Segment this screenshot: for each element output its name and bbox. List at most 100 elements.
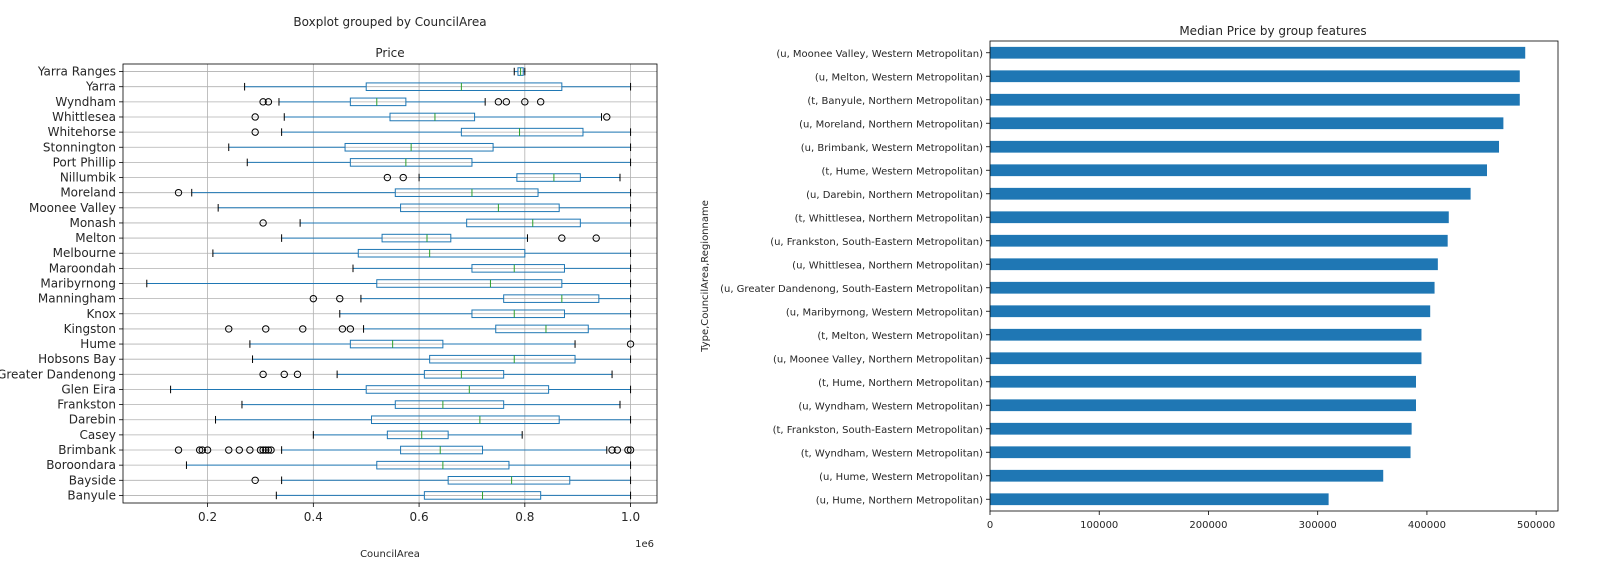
boxplot-y-tick-label: Casey xyxy=(80,428,116,442)
box-wyndham xyxy=(259,97,545,107)
box-flier xyxy=(174,446,183,454)
boxplot-y-tick-label: Whitehorse xyxy=(48,125,116,139)
box-flier xyxy=(262,325,270,333)
box-iqr xyxy=(386,430,449,440)
bar-t-frankston-south-eastern-metropolitan xyxy=(990,422,1412,435)
box-maribyrnong xyxy=(146,279,632,288)
box-flier xyxy=(259,370,267,379)
box-iqr xyxy=(394,188,539,197)
box-kingston xyxy=(225,324,632,334)
box-flier xyxy=(259,98,267,106)
boxplot-y-tick-label: Hobsons Bay xyxy=(38,352,116,366)
box-flier xyxy=(603,113,611,121)
bar-chart-bars xyxy=(990,46,1526,506)
boxplot-x-tick-label: 0.6 xyxy=(410,510,429,524)
boxplot-offset-label: 1e6 xyxy=(635,539,654,550)
box-iqr xyxy=(381,233,452,243)
bar-t-banyule-northern-metropolitan xyxy=(990,93,1520,106)
box-flier xyxy=(383,173,392,182)
box-flier xyxy=(280,370,288,379)
boxplot-y-tick-label: Banyule xyxy=(67,488,116,502)
boxplot-y-tick-label: Kingston xyxy=(64,322,116,336)
boxplot-chart: Boxplot grouped by CouncilArea Price Ban… xyxy=(0,15,658,560)
box-iqr xyxy=(376,279,563,288)
box-flier xyxy=(174,188,183,197)
box-hobsons-bay xyxy=(252,354,632,364)
bar-t-wyndham-western-metropolitan xyxy=(990,446,1411,459)
box-flier xyxy=(624,446,632,454)
box-flier xyxy=(346,325,355,333)
box-flier xyxy=(264,446,273,454)
box-flier xyxy=(494,98,503,106)
box-melbourne xyxy=(212,248,632,258)
boxplot-y-tick-label: Moonee Valley xyxy=(29,201,116,215)
box-whittlesea xyxy=(251,112,611,122)
box-yarra-ranges xyxy=(513,67,526,76)
box-iqr xyxy=(394,400,505,409)
box-darebin xyxy=(215,415,632,425)
box-flier xyxy=(592,234,600,242)
box-iqr xyxy=(471,309,565,319)
box-flier xyxy=(251,128,259,136)
bar-t-whittlesea-northern-metropolitan xyxy=(990,211,1449,224)
boxplot-y-tick-label: Stonnington xyxy=(43,140,116,154)
bar-y-tick-label: (u, Moonee Valley, Northern Metropolitan… xyxy=(773,354,983,365)
bar-u-whittlesea-northern-metropolitan xyxy=(990,258,1438,271)
box-flier xyxy=(259,219,267,227)
box-glen-eira xyxy=(170,385,632,394)
box-bayside xyxy=(251,476,632,485)
box-flier xyxy=(336,294,344,303)
box-flier xyxy=(521,98,529,106)
bar-y-tick-label: (u, Moreland, Northern Metropolitan) xyxy=(799,119,983,130)
box-greater-dandenong xyxy=(259,370,613,379)
box-boroondara xyxy=(185,460,632,470)
bar-u-greater-dandenong-south-eastern-metropolitan xyxy=(990,281,1435,294)
box-iqr xyxy=(429,354,576,364)
bar-chart-title: Median Price by group features xyxy=(1179,24,1366,38)
bar-y-tick-label: (u, Whittlesea, Northern Metropolitan) xyxy=(792,260,983,271)
bar-u-melton-western-metropolitan xyxy=(990,70,1520,83)
boxplot-y-tick-label: Knox xyxy=(86,307,116,321)
bar-u-brimbank-western-metropolitan xyxy=(990,140,1500,153)
box-iqr xyxy=(365,385,550,394)
box-flier xyxy=(299,325,307,333)
box-flier xyxy=(225,446,233,454)
box-flier xyxy=(558,234,566,242)
bar-y-tick-label: (u, Darebin, Northern Metropolitan) xyxy=(806,190,983,201)
box-flier xyxy=(536,98,545,106)
box-flier xyxy=(251,113,259,121)
bar-chart-y-ticks: (u, Moonee Valley, Western Metropolitan)… xyxy=(720,49,990,506)
bar-t-melton-western-metropolitan xyxy=(990,328,1422,341)
box-monash xyxy=(259,218,632,228)
bar-x-tick-label: 200000 xyxy=(1189,520,1227,531)
box-moonee-valley xyxy=(217,203,632,213)
boxplot-y-tick-label: Melton xyxy=(75,231,116,245)
bar-y-tick-label: (u, Brimbank, Western Metropolitan) xyxy=(801,143,983,154)
box-flier xyxy=(259,446,267,454)
box-iqr xyxy=(400,203,560,213)
box-stonnington xyxy=(228,142,632,152)
boxplot-y-tick-label: Yarra Ranges xyxy=(37,65,116,79)
bar-y-tick-label: (t, Whittlesea, Northern Metropolitan) xyxy=(795,213,983,224)
box-flier xyxy=(338,325,347,333)
boxplot-y-tick-label: Frankston xyxy=(57,398,116,412)
boxplot-x-tick-label: 0.4 xyxy=(304,510,323,524)
box-knox xyxy=(339,309,632,319)
bar-y-tick-label: (u, Greater Dandenong, South-Eastern Met… xyxy=(720,284,983,295)
boxplot-x-tick-label: 1.0 xyxy=(621,510,640,524)
boxplot-y-tick-label: Monash xyxy=(69,216,116,230)
box-flier xyxy=(235,446,244,454)
bar-y-tick-label: (t, Hume, Northern Metropolitan) xyxy=(818,378,983,389)
bar-y-tick-label: (t, Banyule, Northern Metropolitan) xyxy=(807,96,983,107)
bar-y-tick-label: (u, Melton, Western Metropolitan) xyxy=(815,72,983,83)
box-flier xyxy=(502,98,511,106)
boxplot-y-tick-label: Manningham xyxy=(38,292,116,306)
box-moreland xyxy=(174,188,632,197)
bar-y-tick-label: (u, Maribyrnong, Western Metropolitan) xyxy=(786,307,983,318)
box-flier xyxy=(256,446,265,454)
box-iqr xyxy=(503,294,600,303)
box-iqr xyxy=(370,415,560,425)
bar-u-hume-northern-metropolitan xyxy=(990,493,1329,506)
bar-x-tick-label: 400000 xyxy=(1408,520,1446,531)
